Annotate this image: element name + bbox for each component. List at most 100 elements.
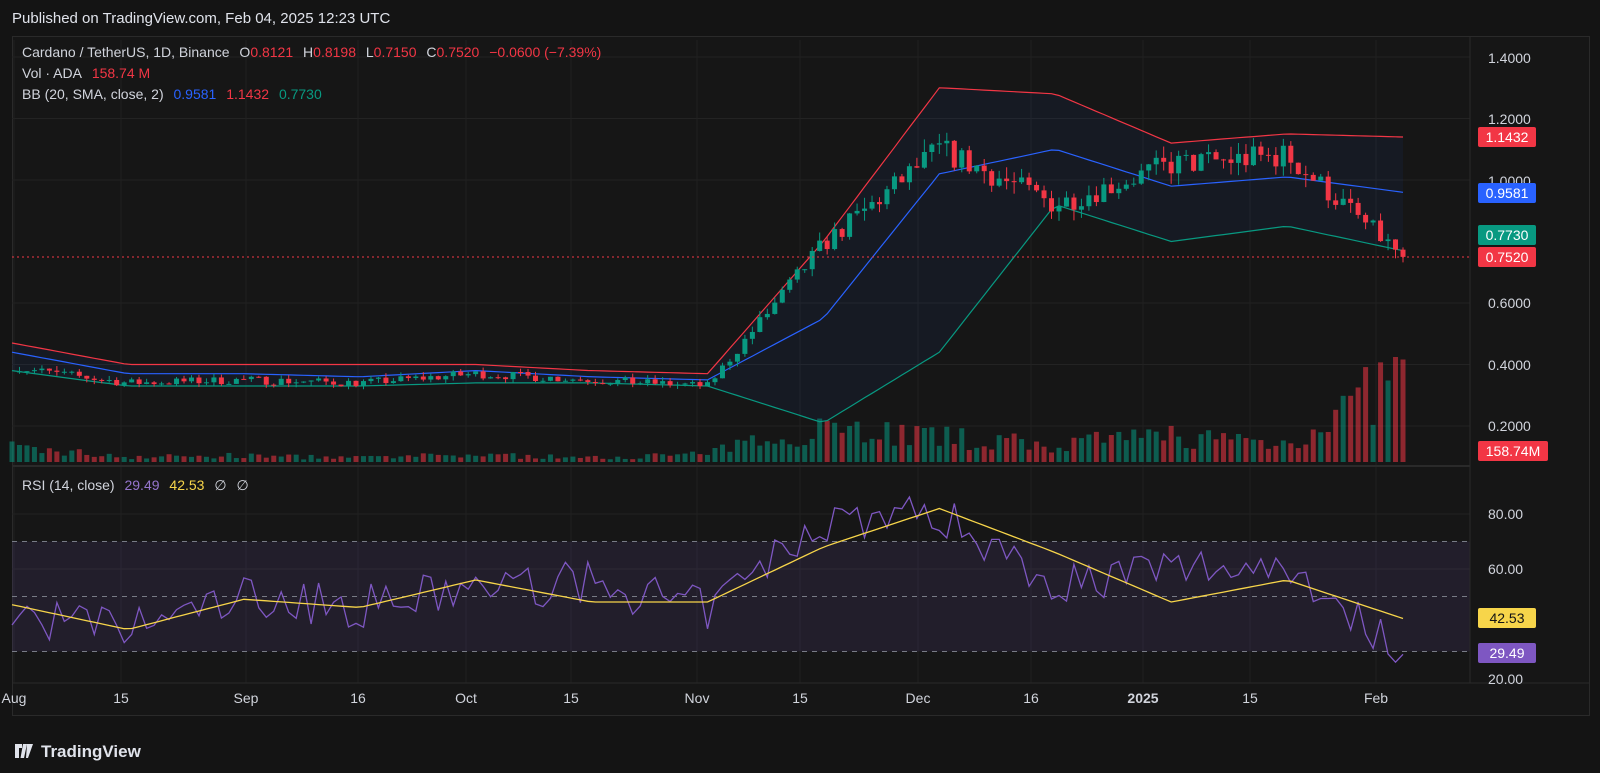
rsi-tick: 80.00 [1488, 506, 1523, 522]
candle-body [1273, 155, 1279, 167]
volume-bar [1318, 432, 1324, 462]
candle-body [862, 208, 868, 211]
candle-body [1370, 220, 1376, 223]
volume-bar [600, 458, 606, 462]
volume-bar [951, 443, 957, 462]
volume-bar [712, 448, 718, 462]
candle-body [847, 213, 853, 237]
volume-bar [660, 454, 666, 462]
candle-body [899, 176, 905, 183]
volume-bar [301, 459, 307, 462]
candle-body [1131, 183, 1137, 185]
rsi-tag: 29.49 [1478, 643, 1536, 663]
candle-body [301, 381, 307, 383]
volume-bar [114, 457, 120, 462]
time-axis[interactable]: Aug 15 Sep 16 Oct 15 Nov 15 Dec 16 2025 … [2, 690, 1389, 706]
volume-label[interactable]: Vol · ADA [22, 65, 82, 81]
volume-bar [1041, 446, 1047, 462]
volume-bars [9, 357, 1406, 462]
candle-body [540, 380, 546, 382]
volume-bar [1273, 445, 1279, 462]
price-axis[interactable]: 1.4000 1.2000 1.0000 0.6000 0.4000 0.200… [1488, 50, 1531, 434]
candle-body [1318, 176, 1324, 181]
price-tick: 0.4000 [1488, 357, 1531, 373]
last-price-tag: 0.7520 [1478, 247, 1536, 267]
candle-body [368, 378, 374, 382]
candle-body [1116, 188, 1122, 194]
candle-body [764, 313, 770, 318]
candle-body [435, 376, 441, 380]
candle-body [675, 384, 681, 386]
candle-body [46, 368, 52, 371]
candle-body [1363, 214, 1369, 223]
volume-bar [323, 456, 329, 462]
candle-body [936, 143, 942, 145]
volume-bar [847, 426, 853, 462]
candle-body [503, 377, 509, 380]
time-tick: 15 [563, 690, 579, 706]
volume-bar [1235, 433, 1241, 462]
candle-body [690, 382, 696, 384]
volume-bar [705, 454, 710, 462]
volume-bar [652, 453, 658, 462]
candle-body [121, 382, 127, 386]
candle-body [645, 379, 651, 384]
candle-body [181, 378, 187, 382]
volume-bar [802, 445, 808, 462]
candle-body [136, 379, 142, 384]
time-tick: 2025 [1127, 690, 1158, 706]
symbol-title[interactable]: Cardano / TetherUS, 1D, Binance [22, 44, 230, 60]
candles [16, 132, 1406, 390]
volume-bar [645, 454, 651, 462]
candle-body [824, 240, 830, 250]
volume-bar [906, 445, 912, 462]
candle-body [869, 202, 875, 209]
candle-body [405, 376, 411, 379]
rsi-legend[interactable]: RSI (14, close) 29.49 42.53 ∅ ∅ [22, 477, 251, 494]
rsi-label[interactable]: RSI (14, close) [22, 477, 115, 493]
rsi-axis[interactable]: 80.00 60.00 20.00 [1488, 506, 1523, 687]
candle-body [914, 166, 920, 168]
ohlc-legend[interactable]: Cardano / TetherUS, 1D, Binance O0.8121 … [22, 44, 603, 60]
volume-bar [966, 450, 972, 462]
candle-body [383, 377, 389, 384]
candle-body [91, 378, 97, 380]
time-tick: 16 [350, 690, 366, 706]
volume-bar [555, 458, 561, 462]
volume-bar [1176, 436, 1182, 462]
volume-bar [1370, 424, 1376, 462]
volume-bar [166, 454, 172, 462]
volume-bar [9, 441, 15, 462]
volume-bar [944, 426, 950, 462]
volume-bar [877, 439, 883, 462]
chart-frame[interactable] [12, 36, 1590, 716]
candle-body [1340, 198, 1346, 205]
volume-bar [1355, 387, 1361, 462]
volume-bar [69, 450, 75, 462]
volume-bar [525, 454, 531, 462]
volume-bar [435, 454, 441, 462]
tradingview-logo[interactable]: TradingView [12, 742, 141, 762]
volume-bar [121, 456, 127, 462]
candle-body [682, 383, 688, 385]
volume-bar [1393, 357, 1399, 462]
candle-body [779, 289, 785, 303]
bollinger-label[interactable]: BB (20, SMA, close, 2) [22, 86, 164, 102]
candle-body [1063, 197, 1069, 207]
price-tick: 1.4000 [1488, 50, 1531, 66]
volume-legend[interactable]: Vol · ADA 158.74 M [22, 65, 152, 81]
volume-bar [510, 453, 516, 462]
candle-body [106, 379, 112, 381]
volume-bar [174, 455, 180, 462]
candle-body [144, 382, 150, 384]
volume-bar [1400, 359, 1406, 462]
time-tick: Aug [2, 690, 27, 706]
candle-body [660, 381, 666, 384]
bollinger-band-fill [12, 87, 1403, 422]
volume-bar [607, 459, 613, 462]
candle-body [697, 382, 703, 387]
volume-bar [465, 454, 471, 462]
bollinger-legend[interactable]: BB (20, SMA, close, 2) 0.9581 1.1432 0.7… [22, 86, 324, 102]
volume-bar [398, 456, 404, 462]
